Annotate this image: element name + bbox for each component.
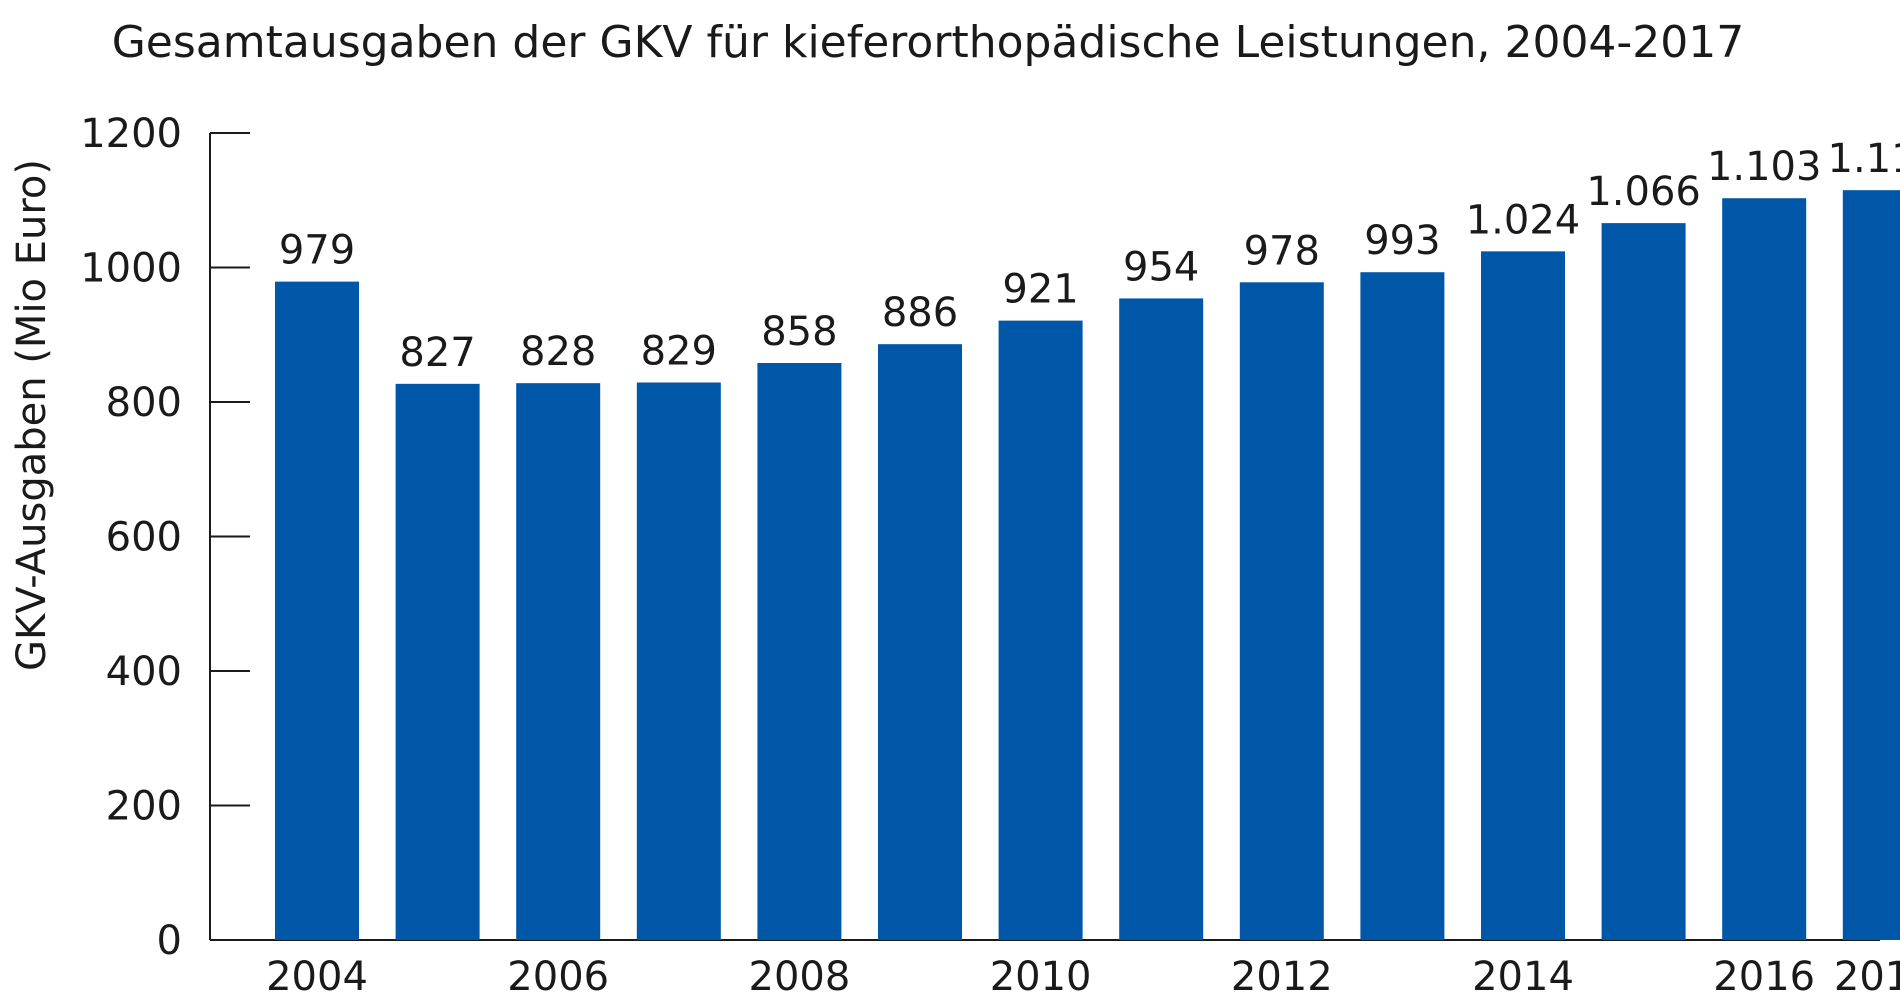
category-labels: 2004 2006 2008 2010 2012 2014 2016 2017 xyxy=(266,954,1900,998)
y-tick-label: 1000 xyxy=(80,246,182,292)
bar-2012 xyxy=(1239,282,1324,940)
y-axis-title: GKV-Ausgaben (Mio Euro) xyxy=(9,159,55,671)
data-labels: 979 827 828 829 858 886 921 954 978 993 1.0241.066… xyxy=(279,136,1900,376)
data-label-2009: 886 xyxy=(882,290,958,336)
bar-2016 xyxy=(1722,198,1807,941)
x-tick-label-2012: 2012 xyxy=(1231,954,1333,998)
data-label-2004: 979 xyxy=(279,228,355,274)
bar-2011 xyxy=(1119,298,1204,940)
bar-2008 xyxy=(757,362,842,940)
x-tick-label-2016: 2016 xyxy=(1713,954,1815,998)
data-label-2015: 1.066 xyxy=(1586,169,1701,215)
x-tick-label-2017: 2017 xyxy=(1834,954,1900,998)
data-label-2006: 828 xyxy=(520,329,596,375)
data-label-2011: 954 xyxy=(1123,244,1199,290)
data-label-2017: 1.115 xyxy=(1828,136,1900,182)
bar-2009 xyxy=(878,344,962,940)
chart-title: Gesamtausgaben der GKV für kieferorthopä… xyxy=(112,17,1745,68)
x-tick-label-2010: 2010 xyxy=(990,954,1092,998)
bar-2007 xyxy=(636,382,721,940)
bar-2015 xyxy=(1601,223,1686,941)
data-label-2013: 993 xyxy=(1364,218,1440,264)
data-label-2010: 921 xyxy=(1002,267,1078,313)
bar-2005 xyxy=(395,383,480,940)
y-tick-label: 400 xyxy=(106,649,182,695)
y-tick-label: 0 xyxy=(157,918,182,964)
y-axis: 0 200 400 600 800 1000 1200 xyxy=(80,111,250,964)
y-tick-label: 200 xyxy=(106,784,182,830)
y-tick-label: 800 xyxy=(106,380,182,426)
bars xyxy=(275,190,1900,941)
bar-2010 xyxy=(998,320,1083,940)
bar-2004 xyxy=(275,281,359,940)
x-tick-label-2006: 2006 xyxy=(507,954,609,998)
data-label-2014: 1.024 xyxy=(1466,197,1581,243)
bar-2017 xyxy=(1842,190,1900,941)
y-tick-label: 600 xyxy=(106,515,182,561)
data-label-2007: 829 xyxy=(641,328,717,374)
bar-2006 xyxy=(516,383,601,940)
x-tick-label-2004: 2004 xyxy=(266,954,368,998)
x-tick-label-2014: 2014 xyxy=(1472,954,1574,998)
data-label-2005: 827 xyxy=(399,330,475,376)
data-label-2008: 858 xyxy=(761,309,837,355)
y-tick-label: 1200 xyxy=(80,111,182,157)
data-label-2012: 978 xyxy=(1244,228,1320,274)
bar-2013 xyxy=(1360,272,1445,940)
data-label-2016: 1.103 xyxy=(1707,144,1822,190)
bar-2014 xyxy=(1481,251,1565,941)
x-tick-label-2008: 2008 xyxy=(749,954,851,998)
